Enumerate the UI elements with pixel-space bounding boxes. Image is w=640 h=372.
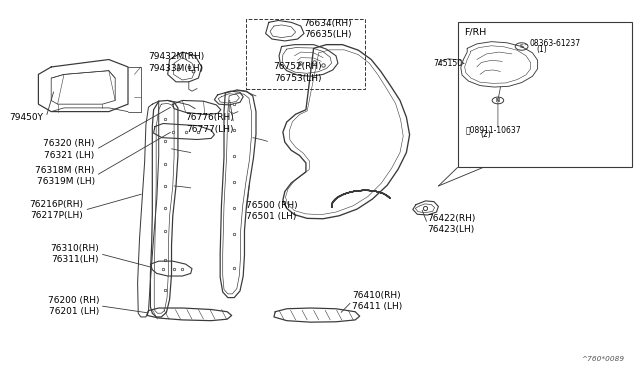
Text: 76216P(RH)
76217P(LH): 76216P(RH) 76217P(LH)	[29, 200, 83, 220]
Text: 76200 (RH)
76201 (LH): 76200 (RH) 76201 (LH)	[48, 296, 99, 316]
Bar	[458, 22, 632, 167]
Bar	[246, 19, 365, 89]
Text: 76776(RH)
76777(LH): 76776(RH) 76777(LH)	[186, 113, 234, 134]
Text: 76500 (RH)
76501 (LH): 76500 (RH) 76501 (LH)	[246, 201, 298, 221]
Text: S: S	[520, 44, 524, 49]
Text: ⓝ08911-10637: ⓝ08911-10637	[466, 125, 522, 134]
Text: 08363-61237: 08363-61237	[530, 39, 581, 48]
Text: ^760*0089: ^760*0089	[581, 356, 624, 362]
Text: 79450Y: 79450Y	[10, 113, 44, 122]
Text: 76320 (RH)
76321 (LH): 76320 (RH) 76321 (LH)	[44, 140, 95, 160]
Text: F/RH: F/RH	[464, 28, 486, 37]
Text: 76310(RH)
76311(LH): 76310(RH) 76311(LH)	[51, 244, 99, 264]
Text: 76318M (RH)
76319M (LH): 76318M (RH) 76319M (LH)	[35, 166, 95, 186]
Text: 79432M(RH)
79433M(LH): 79432M(RH) 79433M(LH)	[148, 52, 204, 73]
Text: N: N	[496, 98, 500, 103]
Text: 745150: 745150	[433, 60, 462, 68]
Text: 76422(RH)
76423(LH): 76422(RH) 76423(LH)	[428, 214, 476, 234]
Text: (2): (2)	[480, 130, 491, 139]
Text: (1): (1)	[536, 45, 547, 54]
Text: 76752(RH)
76753(LH): 76752(RH) 76753(LH)	[273, 62, 322, 83]
Text: 76634(RH)
76635(LH): 76634(RH) 76635(LH)	[303, 19, 352, 39]
Text: 76410(RH)
76411 (LH): 76410(RH) 76411 (LH)	[352, 291, 403, 311]
